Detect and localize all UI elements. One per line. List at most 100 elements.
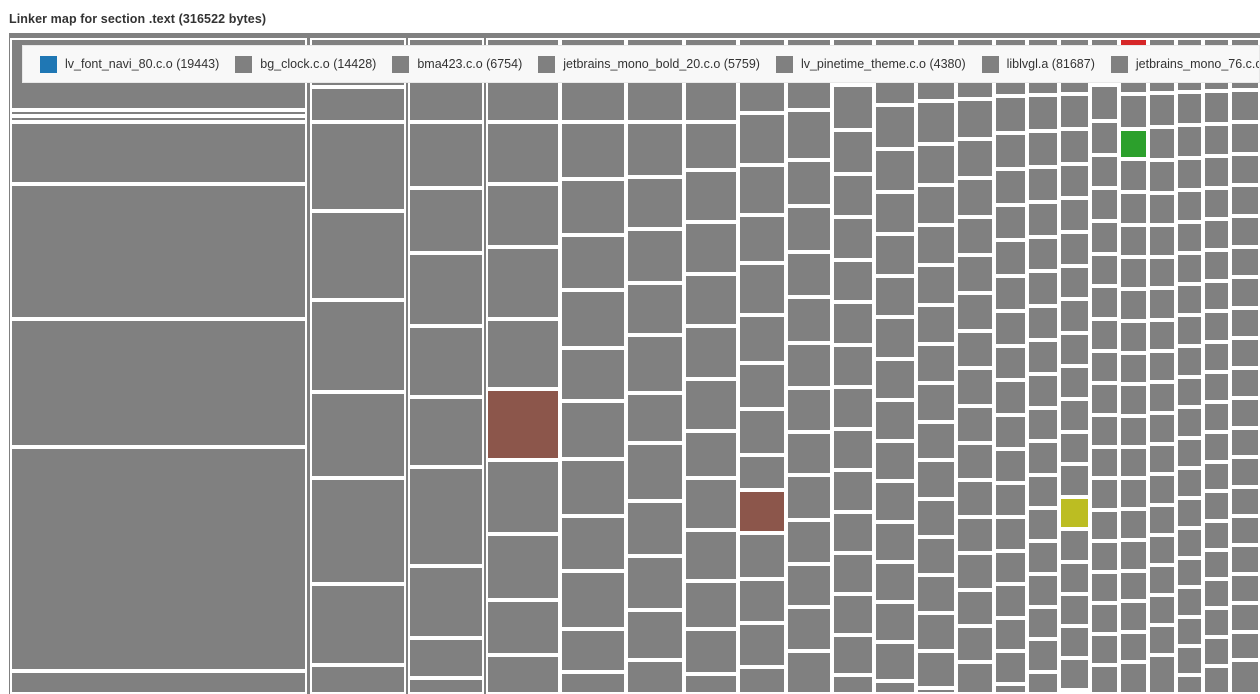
treemap-tile[interactable] (1203, 402, 1230, 432)
treemap-tile[interactable] (874, 234, 916, 276)
treemap-tile[interactable] (1027, 95, 1059, 131)
treemap-tile[interactable] (1203, 666, 1230, 694)
treemap-tile[interactable] (626, 335, 684, 393)
treemap-tile[interactable] (1148, 535, 1176, 565)
treemap-tile[interactable] (738, 215, 786, 263)
treemap-tile[interactable] (10, 671, 307, 694)
treemap-tile[interactable] (626, 501, 684, 556)
treemap-tile[interactable] (1203, 342, 1230, 372)
legend-entry[interactable]: bg_clock.c.o (14428) (235, 55, 392, 73)
treemap-tile[interactable] (1119, 353, 1148, 384)
treemap-tile[interactable] (408, 397, 484, 467)
treemap-tile[interactable] (1119, 447, 1148, 478)
treemap-tile[interactable] (1230, 632, 1260, 660)
treemap-tile[interactable] (786, 607, 832, 651)
treemap-tile[interactable] (1027, 574, 1059, 607)
treemap-tile[interactable] (1148, 127, 1176, 160)
treemap-tile[interactable] (1148, 225, 1176, 257)
treemap-tile[interactable] (1148, 320, 1176, 351)
treemap-tile[interactable] (1119, 601, 1148, 632)
treemap-tile[interactable] (1230, 545, 1260, 574)
treemap-tile[interactable] (738, 490, 786, 533)
treemap-tile[interactable] (956, 443, 994, 480)
treemap-tile[interactable] (994, 651, 1027, 684)
treemap-tile[interactable] (560, 629, 626, 672)
treemap-tile[interactable] (874, 149, 916, 192)
treemap-tile[interactable] (956, 517, 994, 553)
treemap-tile[interactable] (874, 400, 916, 441)
treemap-tile[interactable] (486, 184, 560, 247)
treemap-tile[interactable] (1230, 185, 1260, 216)
treemap-tile[interactable] (1027, 202, 1059, 237)
treemap-tile[interactable] (738, 363, 786, 409)
treemap-tile[interactable] (684, 170, 738, 222)
treemap-tile[interactable] (994, 133, 1027, 169)
treemap-tile[interactable] (956, 99, 994, 139)
treemap-tile[interactable] (1176, 158, 1203, 190)
treemap-tile[interactable] (832, 387, 874, 429)
treemap-tile[interactable] (786, 343, 832, 388)
treemap-tile[interactable] (874, 481, 916, 522)
treemap-tile[interactable] (310, 300, 406, 392)
treemap-tile[interactable] (626, 283, 684, 335)
treemap-tile[interactable] (832, 130, 874, 174)
treemap-tile[interactable] (994, 240, 1027, 276)
treemap-tile[interactable] (956, 178, 994, 217)
treemap-tile[interactable] (1148, 382, 1176, 413)
treemap-tile[interactable] (408, 253, 484, 326)
treemap-tile[interactable] (1119, 384, 1148, 416)
treemap-tile[interactable] (1027, 131, 1059, 167)
treemap-tile[interactable] (626, 122, 684, 177)
treemap-tile[interactable] (832, 594, 874, 635)
treemap-tile[interactable] (832, 85, 874, 130)
treemap-tile[interactable] (1090, 121, 1119, 155)
treemap-tile[interactable] (626, 443, 684, 501)
treemap-tile[interactable] (1119, 416, 1148, 447)
treemap-tile[interactable] (832, 635, 874, 675)
treemap-tile[interactable] (310, 87, 406, 122)
treemap-tile[interactable] (1119, 159, 1148, 192)
treemap-tile[interactable] (1230, 247, 1260, 277)
treemap-tile[interactable] (832, 553, 874, 594)
treemap-tile[interactable] (916, 688, 956, 694)
treemap-tile[interactable] (956, 255, 994, 293)
treemap-tile[interactable] (1203, 579, 1230, 608)
treemap-tile[interactable] (786, 520, 832, 564)
treemap-tile[interactable] (1059, 198, 1090, 232)
treemap-tile[interactable] (684, 222, 738, 274)
treemap-tile[interactable] (560, 179, 626, 235)
treemap-tile[interactable] (310, 478, 406, 584)
treemap-tile[interactable] (1230, 660, 1260, 694)
treemap-tile[interactable] (1176, 377, 1203, 407)
treemap-tile[interactable] (738, 113, 786, 165)
treemap-tile[interactable] (1059, 399, 1090, 432)
treemap-tile[interactable] (1176, 253, 1203, 284)
treemap-tile[interactable] (486, 655, 560, 694)
treemap-tile[interactable] (738, 263, 786, 315)
treemap-tile[interactable] (684, 431, 738, 478)
treemap-tile[interactable] (1176, 315, 1203, 346)
legend-entry[interactable]: jetbrains_mono_bold_20.c.o (5759) (538, 55, 776, 73)
treemap-tile[interactable] (1059, 266, 1090, 299)
treemap-tile[interactable] (486, 122, 560, 184)
treemap-tile[interactable] (738, 667, 786, 694)
treemap-tile[interactable] (1176, 498, 1203, 528)
treemap-tile[interactable] (1203, 124, 1230, 156)
treemap-tile[interactable] (1090, 634, 1119, 665)
treemap-tile[interactable] (1119, 129, 1148, 159)
treemap-tile[interactable] (1148, 193, 1176, 225)
treemap-tile[interactable] (1230, 428, 1260, 457)
treemap-tile[interactable] (626, 177, 684, 229)
treemap-tile[interactable] (1059, 626, 1090, 658)
treemap-tile[interactable] (956, 293, 994, 331)
treemap-tile[interactable] (10, 447, 307, 671)
treemap-tile[interactable] (1119, 225, 1148, 257)
treemap-tile[interactable] (738, 533, 786, 579)
treemap-tile[interactable] (994, 584, 1027, 618)
treemap-tile[interactable] (874, 681, 916, 694)
treemap-tile[interactable] (832, 302, 874, 345)
treemap-tile[interactable] (684, 274, 738, 326)
treemap-tile[interactable] (916, 225, 956, 265)
treemap-tile[interactable] (956, 662, 994, 694)
legend-entry[interactable]: liblvgl.a (81687) (981, 55, 1111, 73)
